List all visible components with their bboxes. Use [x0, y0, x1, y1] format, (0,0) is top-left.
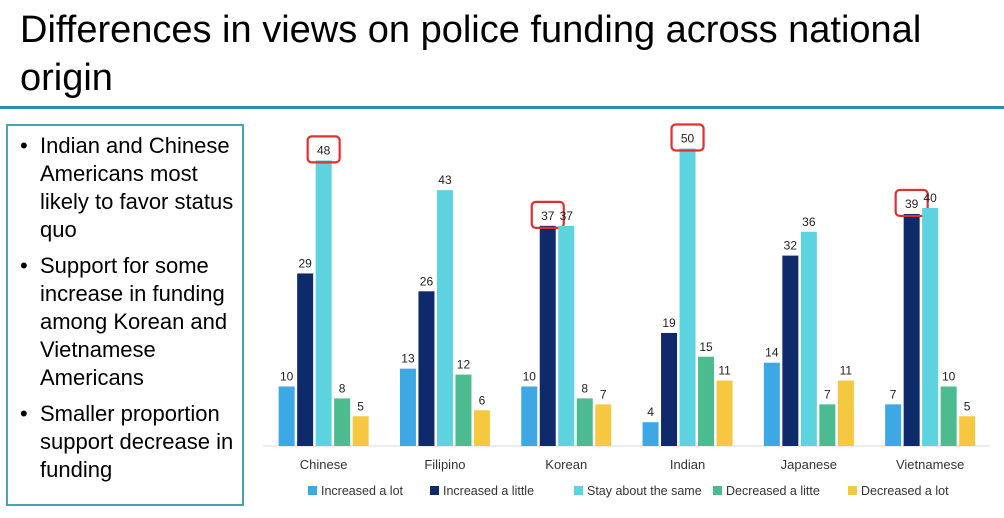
bar	[418, 291, 435, 446]
legend-swatch	[574, 486, 583, 495]
data-label: 10	[280, 370, 294, 384]
highlight-box	[894, 188, 929, 218]
x-tick-label: Indian	[670, 457, 705, 472]
legend-swatch	[308, 486, 317, 495]
bar	[698, 356, 715, 446]
legend-swatch	[848, 486, 857, 495]
bar	[642, 422, 659, 446]
bar	[539, 225, 556, 446]
data-label: 37	[560, 209, 574, 223]
data-label: 39	[905, 197, 919, 211]
title-divider	[0, 106, 1004, 109]
data-label: 40	[923, 191, 937, 205]
key-findings-box: Indian and Chinese Americans most likely…	[6, 124, 244, 506]
bar	[819, 404, 836, 446]
bar	[399, 368, 416, 446]
data-label: 37	[541, 209, 555, 223]
bar	[885, 404, 902, 446]
data-label: 10	[523, 370, 537, 384]
bar	[315, 160, 332, 446]
bar	[837, 380, 854, 446]
data-label: 4	[647, 405, 654, 419]
bar	[661, 332, 678, 446]
bar	[782, 255, 799, 446]
bar	[716, 380, 733, 446]
bar	[521, 386, 538, 446]
data-label: 5	[964, 399, 971, 413]
x-tick-label: Vietnamese	[896, 457, 964, 472]
data-label: 8	[581, 381, 588, 395]
data-label: 26	[420, 274, 434, 288]
data-label: 8	[339, 381, 346, 395]
bar	[352, 416, 369, 446]
highlight-box	[306, 135, 341, 164]
data-label: 19	[662, 316, 676, 330]
data-label: 50	[681, 132, 695, 146]
bar	[595, 404, 612, 446]
data-label: 36	[802, 215, 816, 229]
data-label: 10	[942, 370, 956, 384]
bar	[278, 386, 295, 446]
bar	[576, 398, 593, 446]
data-label: 7	[824, 387, 831, 401]
data-label: 43	[438, 173, 452, 187]
x-tick-label: Japanese	[781, 457, 837, 472]
bar	[334, 398, 351, 446]
data-label: 15	[699, 340, 713, 354]
bar	[903, 213, 920, 446]
data-label: 5	[357, 399, 364, 413]
data-label: 11	[718, 364, 731, 378]
data-label: 13	[401, 352, 415, 366]
bar	[940, 386, 957, 446]
data-label: 12	[457, 358, 471, 372]
data-label: 7	[600, 387, 607, 401]
highlight-box	[670, 123, 705, 152]
bullet-list: Indian and Chinese Americans most likely…	[20, 132, 236, 484]
x-tick-label: Filipino	[424, 457, 465, 472]
legend-swatch	[713, 486, 722, 495]
data-label: 11	[840, 364, 853, 378]
data-label: 32	[784, 239, 798, 253]
bullet-item: Smaller proportion support decrease in f…	[20, 400, 236, 484]
highlight-box	[530, 200, 565, 229]
bar	[679, 148, 696, 446]
bar	[473, 410, 490, 446]
legend-label: Increased a lot	[321, 484, 404, 498]
bar	[455, 374, 472, 446]
data-label: 14	[765, 346, 779, 360]
legend-label: Stay about the same	[587, 484, 702, 498]
bar	[558, 225, 575, 446]
bullet-item: Support for some increase in funding amo…	[20, 252, 236, 392]
bar	[800, 231, 817, 446]
bullet-item: Indian and Chinese Americans most likely…	[20, 132, 236, 244]
data-label: 48	[317, 143, 331, 157]
bar	[959, 416, 976, 446]
legend-label: Decreased a litte	[726, 484, 820, 498]
bar	[922, 208, 939, 446]
x-tick-label: Chinese	[300, 457, 348, 472]
legend-label: Increased a little	[443, 484, 534, 498]
data-label: 29	[298, 256, 312, 270]
slide-title: Differences in views on police funding a…	[20, 9, 922, 99]
bar	[436, 190, 453, 446]
data-label: 7	[890, 387, 897, 401]
legend-swatch	[430, 486, 439, 495]
bar	[297, 273, 314, 446]
legend-label: Decreased a lot	[861, 484, 949, 498]
data-label: 6	[479, 393, 486, 407]
x-tick-label: Korean	[545, 457, 587, 472]
bar	[763, 362, 780, 446]
